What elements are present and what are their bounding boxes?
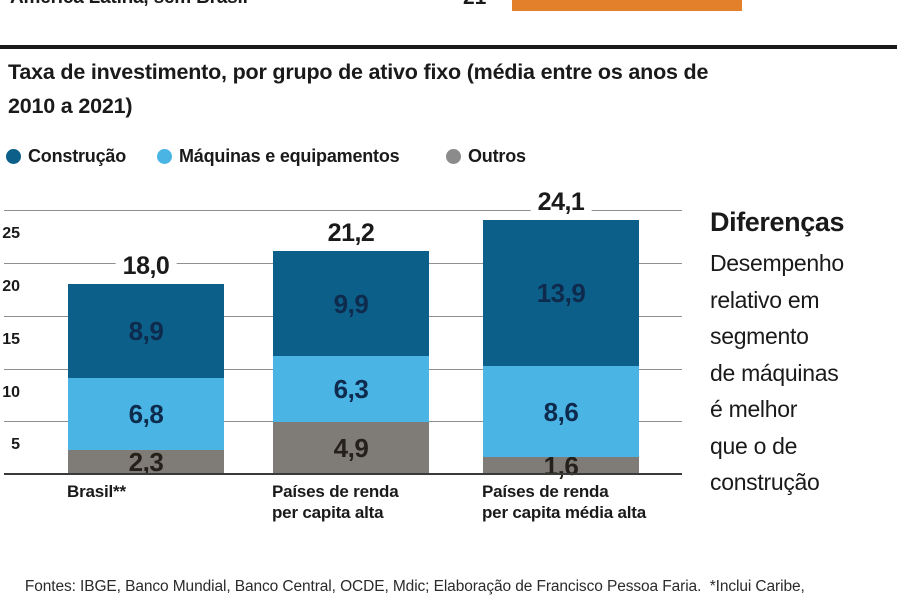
- y-axis-tick-label: 20: [2, 278, 20, 295]
- legend-dot-maquinas-icon: [157, 148, 172, 164]
- bar-value-label: 4,9: [333, 433, 369, 464]
- legend-item-maquinas: Máquinas e equipamentos: [157, 145, 400, 166]
- sources-footnote: Fontes: IBGE, Banco Mundial, Banco Centr…: [8, 553, 888, 598]
- previous-row-bar: [512, 0, 742, 11]
- legend-label-outros: Outros: [468, 145, 526, 166]
- y-axis-tick-label: 15: [2, 331, 20, 348]
- sources-line1: Fontes: IBGE, Banco Mundial, Banco Centr…: [24, 577, 805, 595]
- bar-value-label: 6,3: [333, 374, 369, 405]
- chart-title: Taxa de investimento, por grupo de ativo…: [8, 55, 868, 123]
- bar-value-label: 2,3: [128, 446, 164, 477]
- bar-value-label: 13,9: [536, 278, 586, 309]
- bar-segment-outros: 2,3: [68, 446, 224, 477]
- legend-item-construcao: Construção: [6, 146, 126, 166]
- section-divider: [0, 45, 897, 49]
- legend-dot-construcao-icon: [6, 148, 21, 164]
- bar-total-label: 18,0: [115, 253, 177, 280]
- previous-row-label: América Latina, sem Brasil: [10, 0, 248, 9]
- side-note-heading: Diferenças: [710, 207, 845, 237]
- x-axis-category-label: Países de renda per capita alta: [272, 482, 399, 522]
- legend-label-construcao: Construção: [28, 145, 127, 166]
- bar-segment-construcao: 9,9: [273, 251, 429, 356]
- legend-dot-outros-icon: [446, 148, 461, 164]
- x-axis-line: [4, 473, 682, 475]
- side-note-body: Desempenho relativo em segmento de máqui…: [710, 250, 844, 495]
- legend-label-maquinas: Máquinas e equipamentos: [179, 145, 400, 166]
- bar-value-label: 8,6: [543, 396, 579, 427]
- gridline: [4, 210, 682, 211]
- previous-row-value: 21: [463, 0, 486, 10]
- bar-segment-maquinas: 6,8: [68, 377, 224, 450]
- legend-item-outros: Outros: [446, 146, 526, 166]
- y-axis-tick-label: 25: [2, 225, 20, 242]
- bar-segment-construcao: 8,9: [68, 284, 224, 378]
- bar-value-label: 9,9: [333, 288, 369, 319]
- bar-segment-outros: 1,6: [483, 453, 639, 479]
- x-axis-category-label: Brasil**: [67, 482, 126, 501]
- y-axis-tick-label: 10: [2, 384, 20, 401]
- bar-segment-maquinas: 8,6: [483, 366, 639, 458]
- y-axis-tick-label: 5: [11, 436, 20, 453]
- bar-total-label: 24,1: [530, 188, 592, 215]
- bar-segment-outros: 4,9: [273, 422, 429, 474]
- x-axis-category-label: Países de renda per capita média alta: [482, 482, 646, 522]
- chart-title-line2: 2010 a 2021): [8, 94, 133, 118]
- bar-value-label: 6,8: [128, 398, 164, 429]
- bar-segment-construcao: 13,9: [483, 219, 639, 367]
- bar-total-label: 21,2: [320, 220, 382, 247]
- bar-segment-maquinas: 6,3: [273, 355, 429, 423]
- chart-title-line1: Taxa de investimento, por grupo de ativo…: [8, 60, 709, 84]
- side-note: Diferenças Desempenho relativo em segmen…: [710, 206, 890, 501]
- bar-value-label: 8,9: [128, 316, 164, 347]
